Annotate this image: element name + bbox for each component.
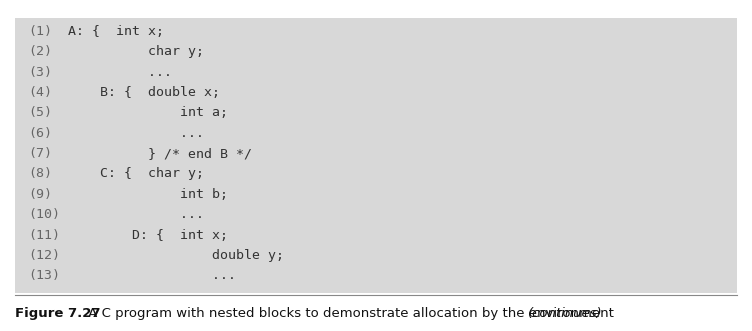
Text: (5): (5) — [28, 106, 52, 119]
Text: ...: ... — [68, 269, 236, 282]
FancyBboxPatch shape — [15, 18, 737, 293]
Text: Figure 7.27: Figure 7.27 — [15, 307, 101, 319]
Text: B: {  double x;: B: { double x; — [68, 86, 220, 99]
Text: (7): (7) — [28, 147, 52, 160]
Text: (continues): (continues) — [528, 307, 602, 319]
Text: A C program with nested blocks to demonstrate allocation by the environment: A C program with nested blocks to demons… — [84, 307, 618, 319]
Text: ...: ... — [68, 66, 172, 78]
Text: (2): (2) — [28, 45, 52, 58]
Text: double y;: double y; — [68, 249, 284, 262]
Text: (4): (4) — [28, 86, 52, 99]
Text: (13): (13) — [28, 269, 60, 282]
Text: (10): (10) — [28, 208, 60, 221]
Text: C: {  char y;: C: { char y; — [68, 167, 204, 180]
Text: } /* end B */: } /* end B */ — [68, 147, 252, 160]
Text: (3): (3) — [28, 66, 52, 78]
Text: A: {  int x;: A: { int x; — [68, 25, 164, 38]
Text: int a;: int a; — [68, 106, 228, 119]
Text: int b;: int b; — [68, 188, 228, 201]
Text: (9): (9) — [28, 188, 52, 201]
Text: (11): (11) — [28, 229, 60, 242]
Text: ...: ... — [68, 208, 204, 221]
Text: D: {  int x;: D: { int x; — [68, 229, 228, 242]
Text: char y;: char y; — [68, 45, 204, 58]
Text: (6): (6) — [28, 127, 52, 140]
Text: (8): (8) — [28, 167, 52, 180]
Text: (12): (12) — [28, 249, 60, 262]
Text: (1): (1) — [28, 25, 52, 38]
Text: ...: ... — [68, 127, 204, 140]
